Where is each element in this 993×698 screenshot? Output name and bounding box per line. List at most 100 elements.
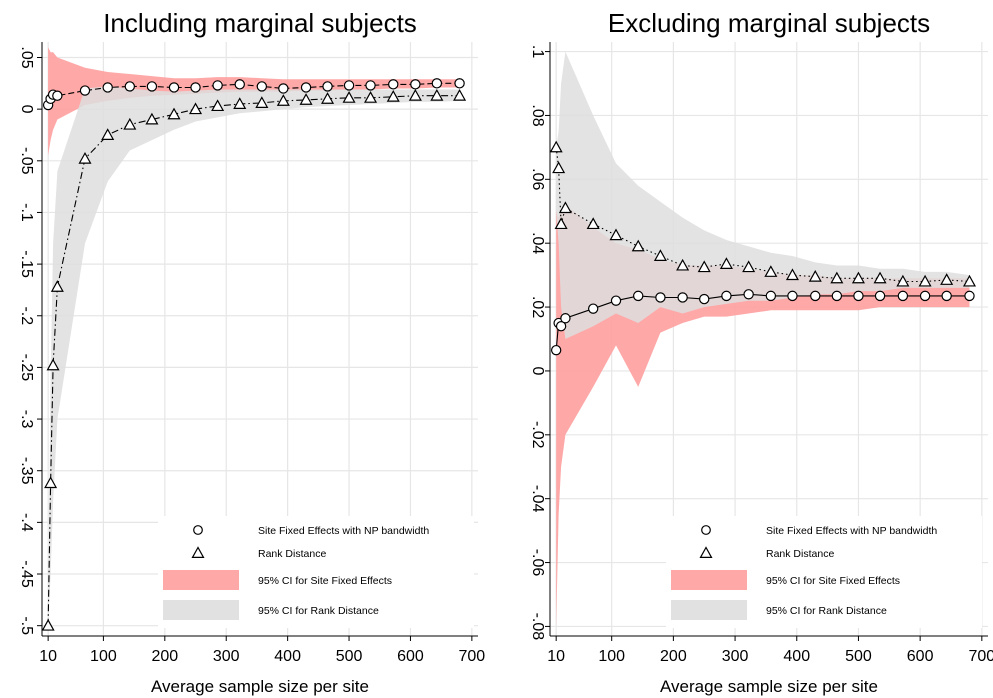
- chart-title: Excluding marginal subjects: [608, 8, 930, 38]
- series-line-rank-distance: [47, 95, 460, 626]
- y-tick-label: -.15: [18, 250, 35, 278]
- data-point-triangle: [189, 102, 203, 115]
- y-tick-label: -.2: [18, 306, 35, 325]
- data-point-circle: [79, 85, 91, 96]
- x-tick-label: 200: [660, 648, 687, 665]
- legend-label: Rank Distance: [766, 548, 834, 560]
- data-point-triangle: [44, 476, 58, 489]
- y-tick-label: -.08: [529, 613, 546, 641]
- data-point-circle: [610, 295, 622, 306]
- legend-label: Site Fixed Effects with NP bandwidth: [766, 525, 937, 537]
- data-point-triangle: [764, 265, 778, 277]
- x-tick-label: 500: [845, 648, 872, 665]
- data-point-circle: [234, 79, 245, 90]
- data-point-circle: [410, 79, 421, 90]
- data-point-circle: [365, 80, 376, 91]
- series-line-site-fixed-effects: [47, 82, 460, 106]
- data-point-circle: [941, 290, 952, 302]
- data-point-triangle: [609, 228, 623, 241]
- x-tick-label: 100: [90, 648, 117, 665]
- data-point-triangle: [123, 117, 137, 130]
- x-tick-label: 300: [213, 648, 240, 665]
- data-point-circle: [787, 290, 798, 302]
- data-point-triangle: [145, 112, 159, 125]
- data-point-triangle: [558, 201, 572, 214]
- chart-panel-2: Excluding marginal subjects 10 100 200 300 40…: [529, 8, 993, 696]
- data-point-circle: [212, 80, 223, 91]
- data-point-triangle: [586, 217, 600, 230]
- data-point-triangle: [364, 91, 378, 103]
- data-point-triangle: [342, 91, 356, 103]
- legend-swatch-rank-ci: [671, 600, 747, 620]
- data-point-circle: [555, 321, 567, 332]
- chart-title: Including marginal subjects: [103, 8, 417, 38]
- data-point-circle: [677, 292, 688, 303]
- data-point-circle: [919, 290, 931, 302]
- data-point-triangle: [386, 90, 400, 102]
- data-point-circle: [721, 290, 732, 302]
- legend-marker-triangle: [699, 546, 713, 559]
- ci-band-rank-distance: [556, 51, 970, 339]
- data-point-triangle: [299, 93, 313, 105]
- y-tick-label: -.4: [18, 513, 35, 532]
- data-point-triangle: [830, 271, 844, 284]
- data-point-circle: [322, 81, 333, 92]
- data-point-triangle: [631, 239, 645, 252]
- y-tick-label: 0: [529, 366, 546, 375]
- x-tick-label: 100: [598, 648, 625, 665]
- data-point-triangle: [101, 128, 115, 140]
- x-tick-label: 10: [547, 648, 565, 665]
- data-point-circle: [300, 82, 312, 93]
- y-tick-label: .06: [529, 168, 546, 190]
- x-tick-label: 200: [151, 648, 178, 665]
- data-point-circle: [168, 82, 180, 93]
- legend-label: 95% CI for Site Fixed Effects: [766, 575, 900, 587]
- x-tick-label: 10: [39, 648, 57, 665]
- data-point-triangle: [321, 92, 335, 104]
- data-point-circle: [102, 82, 113, 93]
- legend-label: 95% CI for Rank Distance: [766, 605, 887, 617]
- data-point-triangle: [255, 96, 269, 108]
- data-point-triangle: [233, 97, 247, 109]
- data-point-circle: [454, 78, 465, 89]
- data-point-triangle: [676, 258, 690, 271]
- data-point-circle: [190, 82, 201, 93]
- ci-band-rank-distance: [48, 86, 460, 626]
- data-point-circle: [874, 290, 886, 302]
- y-tick-label: -.06: [529, 549, 546, 577]
- data-point-triangle: [453, 88, 467, 101]
- chart-panel-1: Including marginal subjects 10 100 200 300 40…: [18, 8, 485, 696]
- data-point-circle: [633, 290, 644, 302]
- data-point-triangle: [408, 88, 422, 101]
- data-point-triangle: [719, 257, 733, 269]
- data-point-triangle: [851, 271, 865, 284]
- y-tick-label: 0: [18, 105, 35, 114]
- legend-label: Rank Distance: [258, 548, 326, 560]
- y-tick-label: -.35: [18, 457, 35, 485]
- data-point-circle: [343, 80, 355, 91]
- x-tick-label: 300: [722, 648, 749, 665]
- series-line-rank-distance: [555, 147, 970, 283]
- x-tick-label: 700: [459, 648, 486, 665]
- data-point-circle: [146, 81, 158, 92]
- legend-swatch-site-ci: [671, 570, 747, 590]
- data-point-circle: [124, 81, 136, 92]
- y-tick-label: .08: [529, 104, 546, 126]
- data-point-circle: [431, 78, 443, 89]
- data-point-circle: [743, 289, 754, 300]
- legend: Site Fixed Effects with NP bandwidth Rank…: [158, 516, 474, 628]
- x-axis-label: Average sample size per site: [660, 677, 878, 696]
- data-point-circle: [256, 81, 268, 92]
- data-point-triangle: [549, 140, 563, 153]
- data-point-circle: [831, 290, 843, 302]
- x-tick-label: 700: [968, 648, 993, 665]
- data-point-circle: [560, 313, 571, 324]
- data-point-triangle: [918, 274, 932, 287]
- data-point-circle: [388, 79, 399, 90]
- data-point-triangle: [430, 88, 444, 101]
- ci-band-site-fixed-effects: [556, 204, 970, 627]
- legend-label: 95% CI for Site Fixed Effects: [258, 575, 392, 587]
- legend-label: Site Fixed Effects with NP bandwidth: [258, 525, 429, 537]
- data-point-circle: [964, 290, 975, 302]
